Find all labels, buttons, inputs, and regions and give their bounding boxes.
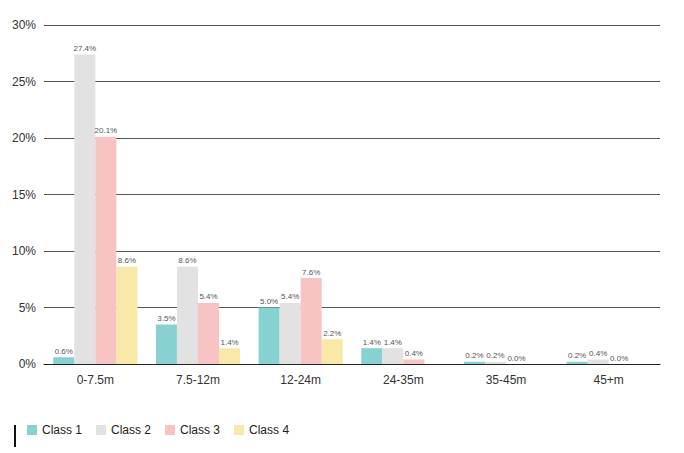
svg-text:20%: 20% xyxy=(12,131,36,145)
svg-text:7.6%: 7.6% xyxy=(302,268,320,277)
svg-text:0-7.5m: 0-7.5m xyxy=(77,373,114,387)
svg-text:20.1%: 20.1% xyxy=(95,126,118,135)
svg-text:5%: 5% xyxy=(19,301,37,315)
svg-text:0.0%: 0.0% xyxy=(507,354,525,363)
svg-text:Class 2: Class 2 xyxy=(111,423,151,437)
svg-text:1.4%: 1.4% xyxy=(384,338,402,347)
svg-text:Class 3: Class 3 xyxy=(180,423,220,437)
svg-text:27.4%: 27.4% xyxy=(73,44,96,53)
svg-text:1.4%: 1.4% xyxy=(363,338,381,347)
svg-text:12-24m: 12-24m xyxy=(280,373,321,387)
svg-text:45+m: 45+m xyxy=(593,373,623,387)
svg-text:7.5-12m: 7.5-12m xyxy=(176,373,220,387)
svg-text:1.4%: 1.4% xyxy=(220,338,238,347)
svg-text:Class 1: Class 1 xyxy=(42,423,82,437)
svg-text:5.4%: 5.4% xyxy=(281,292,299,301)
svg-text:0.4%: 0.4% xyxy=(589,349,607,358)
svg-text:8.6%: 8.6% xyxy=(118,256,136,265)
svg-text:0.2%: 0.2% xyxy=(568,351,586,360)
svg-text:24-35m: 24-35m xyxy=(383,373,424,387)
svg-text:15%: 15% xyxy=(12,188,36,202)
svg-text:2.2%: 2.2% xyxy=(323,329,341,338)
svg-text:0.4%: 0.4% xyxy=(405,349,423,358)
svg-text:30%: 30% xyxy=(12,18,36,32)
svg-text:0.2%: 0.2% xyxy=(486,351,504,360)
svg-text:25%: 25% xyxy=(12,75,36,89)
svg-text:3.5%: 3.5% xyxy=(157,314,175,323)
svg-text:5.4%: 5.4% xyxy=(199,292,217,301)
svg-text:5.0%: 5.0% xyxy=(260,297,278,306)
svg-text:35-45m: 35-45m xyxy=(486,373,527,387)
svg-text:0.2%: 0.2% xyxy=(465,351,483,360)
svg-text:0.0%: 0.0% xyxy=(610,354,628,363)
svg-text:0%: 0% xyxy=(19,357,37,371)
svg-text:Class 4: Class 4 xyxy=(249,423,289,437)
svg-text:8.6%: 8.6% xyxy=(178,256,196,265)
svg-text:10%: 10% xyxy=(12,244,36,258)
svg-text:0.6%: 0.6% xyxy=(55,347,73,356)
